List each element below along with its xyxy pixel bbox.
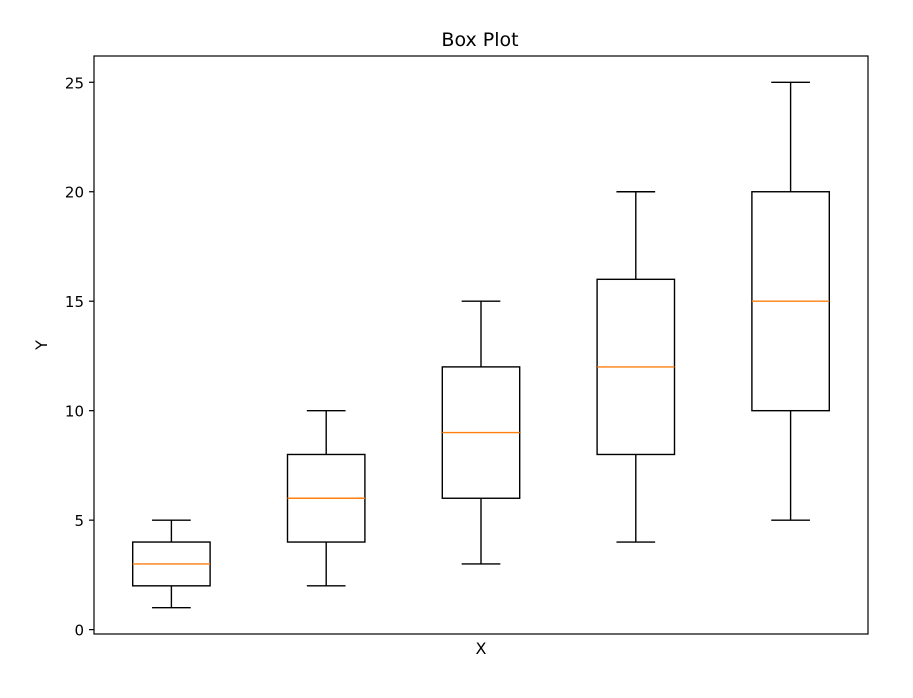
y-tick-label: 15	[65, 293, 84, 311]
y-tick-label: 20	[65, 184, 84, 202]
y-axis-label: Y	[32, 340, 51, 351]
box-2	[286, 409, 366, 587]
y-tick-label: 10	[65, 403, 84, 421]
box-4	[596, 191, 676, 543]
x-axis-label: X	[476, 639, 487, 658]
y-tick-label: 0	[74, 622, 84, 640]
box-5	[751, 81, 831, 521]
plot-area-frame	[93, 55, 869, 635]
chart-title: Box Plot	[441, 29, 518, 51]
box-3	[441, 300, 521, 565]
box-1	[131, 519, 211, 609]
y-tick-label: 5	[74, 512, 84, 530]
y-tick-label: 25	[65, 74, 84, 92]
